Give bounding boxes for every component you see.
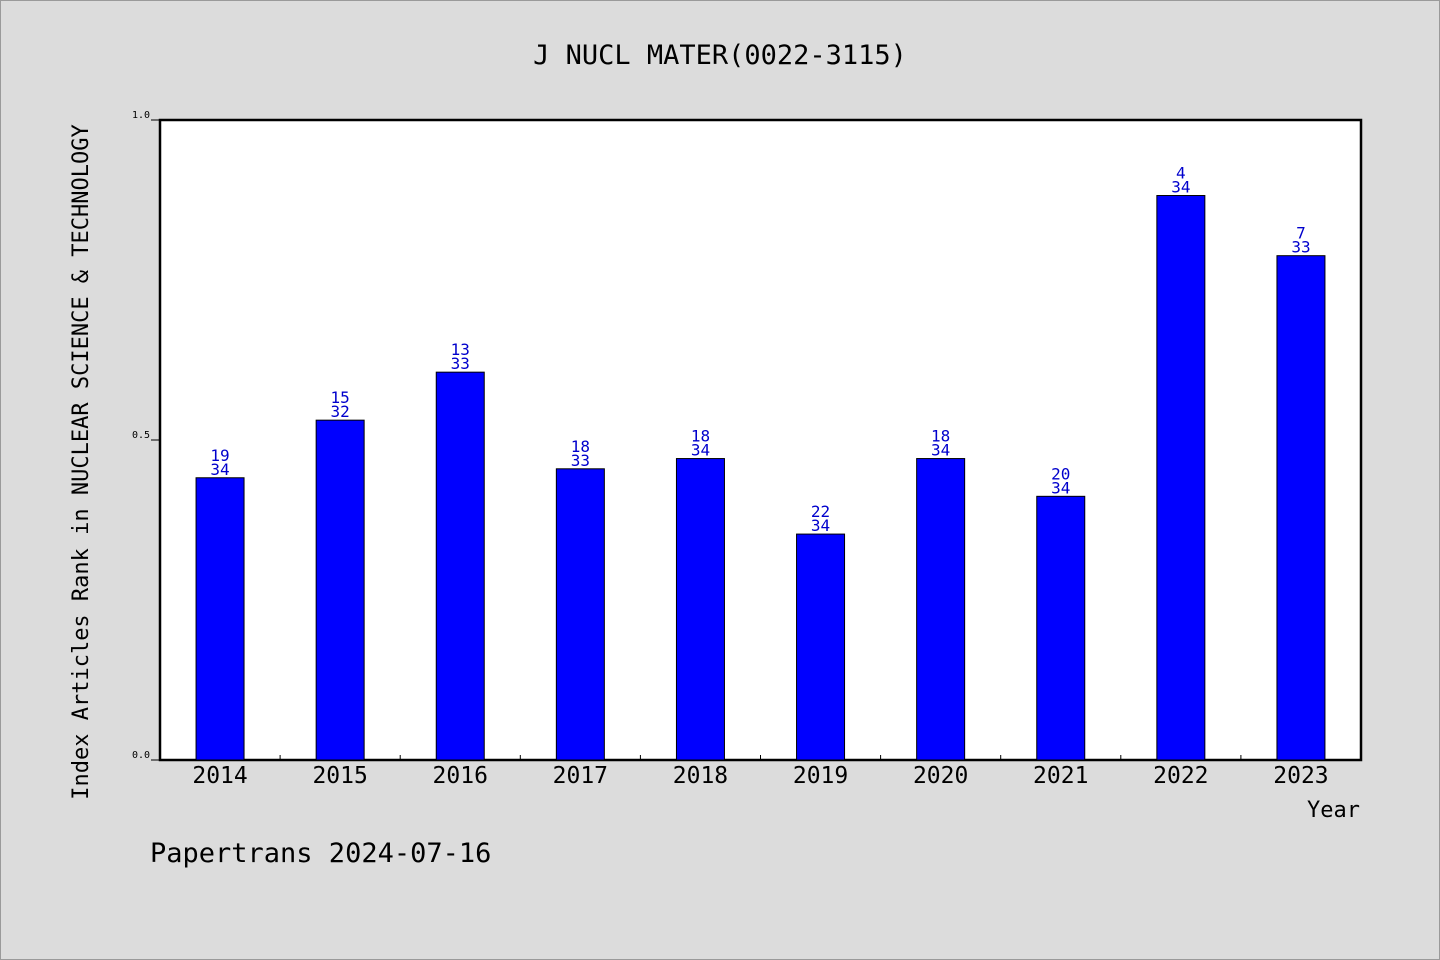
bar-total-label: 34 bbox=[931, 441, 950, 460]
x-axis-label: Year bbox=[1307, 798, 1360, 823]
x-tick-label: 2020 bbox=[913, 763, 968, 789]
bar-total-label: 32 bbox=[331, 402, 350, 421]
x-tick-label: 2023 bbox=[1273, 763, 1328, 789]
bar-2023 bbox=[1276, 255, 1326, 761]
y-tick-label: 0.5 bbox=[132, 430, 150, 441]
bar-total-label: 34 bbox=[691, 441, 710, 460]
bar-rank-label: 7 bbox=[1296, 224, 1306, 243]
x-axis: 2014 2015 2016 2017 2018 2019 2020 2021 2022 2023 bbox=[192, 755, 1329, 789]
y-axis: 0.0 0.5 1.0 bbox=[132, 110, 160, 761]
y-tick-label: 1.0 bbox=[132, 110, 150, 121]
x-tick-label: 2019 bbox=[793, 763, 848, 789]
bar-total-label: 33 bbox=[1291, 238, 1310, 257]
bar-rank-label: 4 bbox=[1176, 164, 1186, 183]
bar-total-label: 34 bbox=[811, 516, 830, 535]
bar-total-label: 33 bbox=[571, 451, 590, 470]
bar-series bbox=[195, 195, 1326, 761]
bar-2015 bbox=[315, 419, 365, 761]
x-tick-label: 2015 bbox=[312, 763, 367, 789]
bar-rank-label: 19 bbox=[210, 446, 229, 465]
bar-2022 bbox=[1156, 195, 1206, 761]
bar-2019 bbox=[796, 533, 846, 761]
bar-2021 bbox=[1036, 495, 1086, 761]
bar-2017 bbox=[555, 468, 605, 761]
x-tick-label: 2016 bbox=[433, 763, 488, 789]
bar-rank-label: 20 bbox=[1051, 464, 1070, 483]
bar-rank-label: 22 bbox=[811, 502, 830, 521]
y-axis-label: Index Articles Rank in NUCLEAR SCIENCE &… bbox=[69, 124, 94, 800]
footer-credit: Papertrans 2024-07-16 bbox=[150, 838, 491, 869]
x-tick-label: 2022 bbox=[1153, 763, 1208, 789]
x-tick-label: 2018 bbox=[673, 763, 728, 789]
bar-rank-label: 13 bbox=[451, 340, 470, 359]
bar-rank-label: 15 bbox=[331, 388, 350, 407]
x-tick-label: 2021 bbox=[1033, 763, 1088, 789]
bar-2020 bbox=[916, 458, 966, 761]
bar-2016 bbox=[435, 371, 485, 761]
bar-total-label: 34 bbox=[1171, 178, 1190, 197]
x-tick-label: 2017 bbox=[553, 763, 608, 789]
bar-2014 bbox=[195, 477, 245, 761]
bar-2018 bbox=[675, 458, 725, 761]
bar-rank-label: 18 bbox=[571, 437, 590, 456]
chart-title: J NUCL MATER(0022-3115) bbox=[533, 40, 907, 71]
y-tick-label: 0.0 bbox=[132, 750, 150, 761]
bar-total-label: 34 bbox=[210, 460, 229, 479]
x-tick-label: 2014 bbox=[192, 763, 247, 789]
bar-rank-label: 18 bbox=[931, 427, 950, 446]
bar-total-label: 33 bbox=[451, 354, 470, 373]
bar-rank-label: 18 bbox=[691, 427, 710, 446]
bar-total-label: 34 bbox=[1051, 478, 1070, 497]
